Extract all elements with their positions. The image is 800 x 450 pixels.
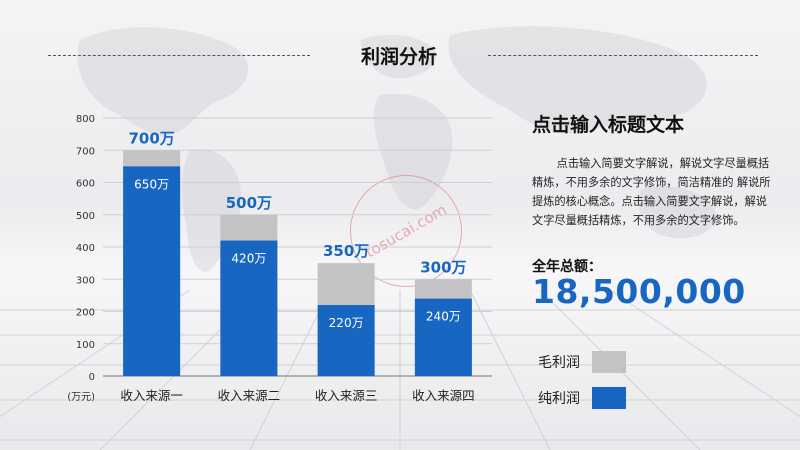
data-label-gross: 700万 xyxy=(128,129,174,147)
page-title: 利润分析 xyxy=(360,46,437,68)
bar-net-profit xyxy=(414,298,472,376)
y-tick-label: 0 xyxy=(89,372,95,383)
side-panel: 点击输入标题文本 点击输入简要文字解说，解说文字尽量概括精炼，不用多余的文字修饰… xyxy=(532,110,772,230)
bar-net-profit xyxy=(317,305,375,376)
x-category-label: 收入来源四 xyxy=(412,388,475,403)
legend-label-gross: 毛利润 xyxy=(538,355,580,371)
x-category-label: 收入来源一 xyxy=(120,388,183,403)
legend-swatch-gross xyxy=(592,351,626,373)
data-label-net: 220万 xyxy=(329,316,364,330)
total-label: 全年总额： xyxy=(532,259,602,275)
bar-net-profit xyxy=(220,240,278,376)
data-label-net: 420万 xyxy=(231,252,266,266)
y-tick-label: 700 xyxy=(76,146,95,157)
title-row: 利润分析 xyxy=(0,38,800,74)
total-value: 18,500,000 xyxy=(532,272,746,311)
legend-swatch-net xyxy=(592,387,626,409)
bar-net-profit xyxy=(123,166,181,376)
data-label-gross: 300万 xyxy=(420,258,466,276)
data-label-net: 240万 xyxy=(426,310,461,324)
y-tick-label: 500 xyxy=(76,211,95,222)
y-tick-label: 200 xyxy=(76,308,95,319)
y-tick-label: 300 xyxy=(76,275,95,286)
side-description: 点击输入简要文字解说，解说文字尽量概括精炼，不用多余的文字修饰，简洁精准的 解说… xyxy=(532,157,771,227)
side-heading: 点击输入标题文本 xyxy=(532,114,685,136)
data-label-net: 650万 xyxy=(134,177,169,191)
chart-legend: 毛利润 纯利润 xyxy=(538,347,626,419)
title-divider-left xyxy=(48,55,310,56)
y-tick-label: 800 xyxy=(76,114,95,125)
title-divider-right xyxy=(488,55,758,56)
x-category-label: 收入来源三 xyxy=(315,388,378,403)
y-tick-label: 100 xyxy=(76,340,95,351)
y-unit-label: (万元) xyxy=(67,392,95,403)
x-category-label: 收入来源二 xyxy=(218,388,281,403)
data-label-gross: 500万 xyxy=(226,194,272,212)
y-tick-label: 400 xyxy=(76,243,95,254)
legend-item-gross: 毛利润 xyxy=(538,347,626,377)
y-tick-label: 600 xyxy=(76,179,95,190)
legend-item-net: 纯利润 xyxy=(538,383,626,413)
legend-label-net: 纯利润 xyxy=(538,391,580,407)
data-label-gross: 350万 xyxy=(323,242,369,260)
